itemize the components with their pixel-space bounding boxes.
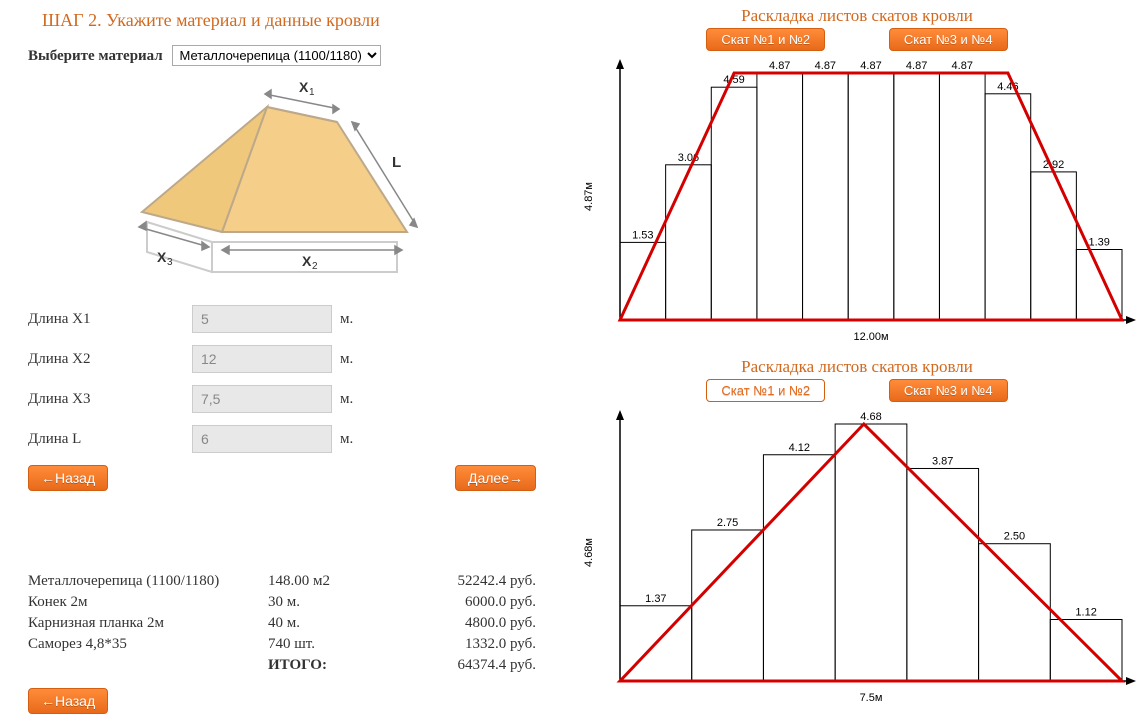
svg-text:X: X — [302, 253, 312, 269]
input-unit: м. — [340, 311, 353, 328]
chart1-tab-a[interactable]: Скат №1 и №2 — [706, 28, 825, 51]
results-table: Металлочерепица (1100/1180)148.00 м25224… — [12, 571, 552, 676]
svg-text:1.37: 1.37 — [645, 593, 666, 605]
svg-text:1.12: 1.12 — [1075, 606, 1096, 618]
results-row: Саморез 4,8*35740 шт.1332.0 руб. — [28, 634, 536, 655]
svg-text:2.50: 2.50 — [1004, 531, 1025, 543]
material-label: Выберите материал — [28, 48, 163, 64]
dimension-input-1[interactable] — [192, 345, 332, 373]
svg-text:1.39: 1.39 — [1088, 237, 1109, 249]
chart2-title: Раскладка листов скатов кровли — [572, 357, 1142, 377]
svg-text:1: 1 — [309, 87, 315, 98]
roof-diagram: X1 L X2 — [12, 72, 552, 297]
svg-text:4.87: 4.87 — [769, 60, 790, 72]
dimension-input-2[interactable] — [192, 385, 332, 413]
svg-text:4.87: 4.87 — [815, 60, 836, 72]
back-button[interactable]: ←Назад — [28, 465, 108, 491]
input-unit: м. — [340, 391, 353, 408]
chart2: 1.37 2.75 4.12 4.68 3.87 2.50 1.12 4.68м 7.5м — [572, 404, 1142, 709]
svg-text:4.87: 4.87 — [906, 60, 927, 72]
svg-text:4.87: 4.87 — [860, 60, 881, 72]
back-button-2[interactable]: ←Назад — [28, 688, 108, 714]
chart2-tab-a[interactable]: Скат №1 и №2 — [706, 379, 825, 402]
svg-text:L: L — [392, 154, 401, 171]
total-label: ИТОГО: — [268, 657, 408, 674]
chart1: 1.533.064.594.874.874.874.874.874.462.92… — [572, 53, 1142, 348]
step-title: ШАГ 2. Укажите материал и данные кровли — [42, 10, 552, 31]
svg-text:7.5м: 7.5м — [860, 692, 883, 704]
input-unit: м. — [340, 351, 353, 368]
svg-text:X: X — [157, 249, 167, 265]
input-label: Длина L — [12, 431, 192, 448]
chart2-tab-b[interactable]: Скат №3 и №4 — [889, 379, 1008, 402]
svg-text:4.87м: 4.87м — [583, 182, 595, 211]
total-value: 64374.4 руб. — [408, 657, 536, 674]
svg-text:4.12: 4.12 — [789, 442, 810, 454]
input-label: Длина X3 — [12, 391, 192, 408]
svg-text:2.75: 2.75 — [717, 517, 738, 529]
input-label: Длина X2 — [12, 351, 192, 368]
svg-text:4.87: 4.87 — [952, 60, 973, 72]
next-button[interactable]: Далее→ — [455, 465, 536, 491]
chart1-tab-b[interactable]: Скат №3 и №4 — [889, 28, 1008, 51]
results-row: Конек 2м30 м.6000.0 руб. — [28, 592, 536, 613]
svg-text:3.87: 3.87 — [932, 455, 953, 467]
dimension-input-0[interactable] — [192, 305, 332, 333]
chart1-title: Раскладка листов скатов кровли — [572, 6, 1142, 26]
svg-text:4.68м: 4.68м — [583, 538, 595, 567]
input-unit: м. — [340, 431, 353, 448]
results-row: Карнизная планка 2м40 м.4800.0 руб. — [28, 613, 536, 634]
svg-text:4.68: 4.68 — [860, 411, 881, 423]
svg-text:2: 2 — [312, 261, 318, 272]
material-select[interactable]: Металлочерепица (1100/1180) — [172, 45, 381, 66]
svg-text:1.53: 1.53 — [632, 229, 653, 241]
svg-text:12.00м: 12.00м — [853, 331, 888, 343]
dimension-input-3[interactable] — [192, 425, 332, 453]
svg-text:3: 3 — [167, 257, 173, 268]
svg-text:X: X — [299, 79, 309, 95]
results-row: Металлочерепица (1100/1180)148.00 м25224… — [28, 571, 536, 592]
input-label: Длина X1 — [12, 311, 192, 328]
